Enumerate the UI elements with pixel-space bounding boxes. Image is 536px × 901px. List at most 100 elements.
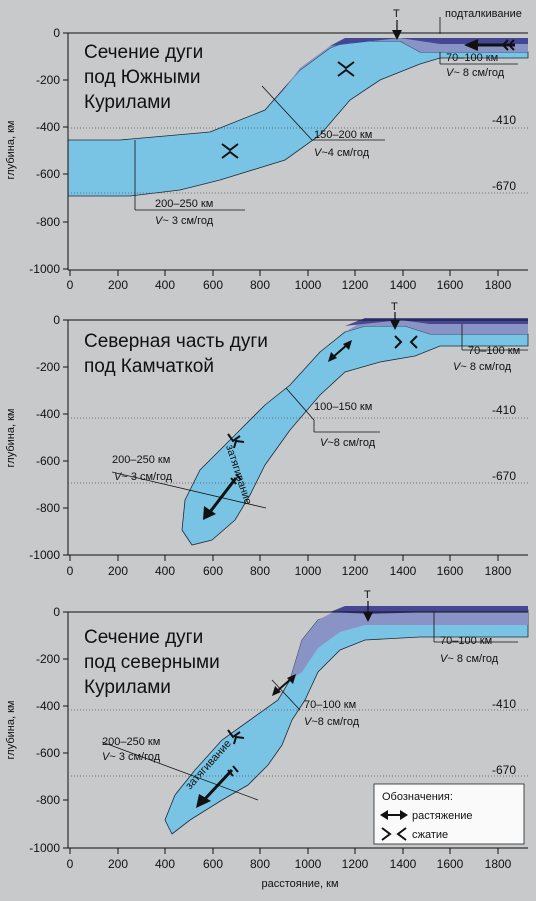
annotation-3a-speed: V~ 8 см/год	[440, 653, 499, 665]
svg-text:1800: 1800	[485, 278, 512, 292]
compression-icon-2b	[227, 433, 245, 449]
svg-text:0: 0	[53, 605, 60, 619]
svg-text:600: 600	[203, 857, 223, 871]
annotation-2c-thickness: 200–250 км	[112, 454, 170, 466]
svg-text:1800: 1800	[485, 857, 512, 871]
svg-text:600: 600	[203, 564, 223, 578]
svg-text:200: 200	[108, 278, 128, 292]
compression-icon-2a	[394, 335, 418, 349]
svg-text:1200: 1200	[342, 564, 369, 578]
crust-3	[290, 606, 528, 680]
push-label: подталкивание	[445, 8, 522, 20]
svg-text:400: 400	[155, 857, 175, 871]
svg-text:1200: 1200	[342, 278, 369, 292]
annotation-3b-speed: V~8 см/год	[304, 716, 360, 728]
compression-icon-3a	[227, 729, 245, 745]
depth-670-label-1: -670	[492, 179, 516, 193]
svg-text:-400: -400	[36, 407, 60, 421]
svg-text:1400: 1400	[390, 564, 417, 578]
annotation-1a-thickness: 70–100 км	[446, 52, 498, 64]
legend: Обозначения: растяжение сжатие	[373, 783, 525, 845]
push-arrow-icon	[464, 39, 515, 51]
svg-text:-800: -800	[36, 501, 60, 515]
annotation-2a-speed: V~ 8 см/год	[453, 361, 512, 373]
x-tick-labels-3: 0 200 400 600 800 1000 1200 1400 1600 18…	[67, 857, 512, 871]
svg-text:800: 800	[250, 564, 270, 578]
svg-text:1200: 1200	[342, 857, 369, 871]
panel-title-2: Северная часть дуги	[84, 331, 268, 352]
slab-3	[164, 609, 529, 835]
crust-2	[290, 320, 528, 385]
y-axis-label-1: глубина, км	[5, 121, 17, 180]
svg-text:1000: 1000	[295, 564, 322, 578]
svg-text:200: 200	[108, 857, 128, 871]
svg-text:400: 400	[155, 564, 175, 578]
svg-text:1000: 1000	[295, 278, 322, 292]
y-axis-label-3: глубина, км	[5, 701, 17, 760]
extension-icon-3	[272, 674, 296, 696]
svg-text:0: 0	[53, 26, 60, 40]
svg-text:1400: 1400	[390, 278, 417, 292]
y-tick-labels-2: 0 -200 -400 -600 -800 -1000	[29, 313, 60, 562]
annotation-1c-thickness: 200–250 км	[155, 198, 213, 210]
trench-label-2: Т	[391, 301, 398, 313]
panel-south-kurils: -410 -670 0 -200 -400 -600 -800 -1000 0 …	[5, 8, 529, 292]
annotation-3c-speed: V~ 3 см/год	[102, 751, 161, 763]
x-tick-labels-2: 0 200 400 600 800 1000 1200 1400 1600 18…	[67, 564, 512, 578]
svg-text:800: 800	[250, 857, 270, 871]
svg-text:-200: -200	[36, 360, 60, 374]
trench-label-3: Т	[364, 589, 371, 601]
svg-text:-200: -200	[36, 73, 60, 87]
trench-arrow-3	[363, 612, 373, 622]
annotation-1c-speed: V~ 3 см/год	[155, 215, 214, 227]
annotation-1b-speed: V~4 см/год	[314, 147, 370, 159]
svg-text:-800: -800	[36, 793, 60, 807]
svg-text:-600: -600	[36, 746, 60, 760]
depth-670-label-2: -670	[492, 469, 516, 483]
svg-text:1600: 1600	[437, 857, 464, 871]
svg-text:-600: -600	[36, 167, 60, 181]
svg-text:-1000: -1000	[29, 262, 60, 276]
x-tick-labels-1: 0 200 400 600 800 1000 1200 1400 1600 18…	[67, 278, 512, 292]
svg-text:-600: -600	[36, 454, 60, 468]
svg-text:800: 800	[250, 278, 270, 292]
x-axis-label: расстояние, км	[261, 878, 338, 890]
svg-text:-800: -800	[36, 215, 60, 229]
panel-title-2b: под Камчаткой	[84, 356, 214, 377]
panel-title-1: Сечение дуги	[84, 42, 203, 63]
legend-compression: сжатие	[412, 829, 448, 841]
panel-title-1b: под Южными	[84, 67, 201, 88]
svg-text:-400: -400	[36, 120, 60, 134]
svg-text:200: 200	[108, 564, 128, 578]
svg-text:1000: 1000	[295, 857, 322, 871]
annotation-3c-thickness: 200–250 км	[102, 736, 160, 748]
svg-text:1600: 1600	[437, 278, 464, 292]
svg-text:600: 600	[203, 278, 223, 292]
svg-text:0: 0	[67, 564, 74, 578]
annotation-2b-thickness: 100–150 км	[314, 401, 372, 413]
annotation-3a-thickness: 70–100 км	[440, 635, 492, 647]
svg-text:0: 0	[67, 278, 74, 292]
compression-icon-1a	[337, 61, 355, 77]
panel-title-3b: под северными	[84, 652, 220, 673]
svg-text:400: 400	[155, 278, 175, 292]
svg-text:-200: -200	[36, 652, 60, 666]
svg-text:1800: 1800	[485, 564, 512, 578]
compression-icon-1b	[221, 143, 239, 159]
trench-label-1: Т	[393, 8, 400, 20]
panel-north-kurils: -410 -670 0 -200 -400 -600 -800 -1000 0 …	[5, 589, 529, 890]
extension-icon-2	[328, 340, 352, 362]
depth-410-label-2: -410	[492, 403, 516, 417]
legend-title: Обозначения:	[382, 791, 453, 803]
compression-legend-icon	[381, 827, 407, 841]
legend-extension: растяжение	[412, 810, 473, 822]
slab-1	[67, 40, 529, 197]
panel-title-3: Сечение дуги	[84, 627, 203, 648]
annotation-1a-speed: V~ 8 см/год	[446, 67, 505, 79]
y-tick-labels-1: 0 -200 -400 -600 -800 -1000	[29, 26, 60, 276]
annotation-3b-thickness: 70–100 км	[304, 699, 356, 711]
depth-670-label-3: -670	[492, 763, 516, 777]
svg-text:0: 0	[67, 857, 74, 871]
extension-legend-icon	[380, 810, 408, 820]
